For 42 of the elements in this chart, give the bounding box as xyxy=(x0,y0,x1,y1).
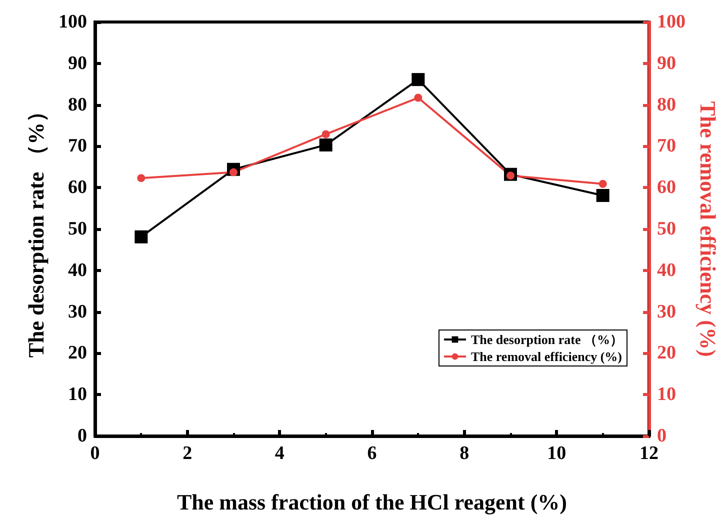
point xyxy=(319,138,332,152)
y-axis-title: The desorption rate （%） xyxy=(24,100,48,358)
point xyxy=(598,180,607,188)
y2-tick-label: 80 xyxy=(657,94,676,116)
y-tick-label: 70 xyxy=(68,136,87,157)
x-tick-label: 10 xyxy=(547,443,566,464)
y2-tick-label: 100 xyxy=(657,12,686,32)
y-tick-label: 0 xyxy=(78,426,87,446)
y2-tick-label: 90 xyxy=(657,52,676,74)
y-tick-label: 80 xyxy=(68,94,87,116)
legend-label: The desorption rate （%） xyxy=(470,332,624,347)
y-tick-label: 50 xyxy=(68,218,87,240)
y-tick-label: 30 xyxy=(68,301,87,322)
point xyxy=(414,94,422,102)
legend-label: The removal efficiency (%) xyxy=(470,349,622,364)
point xyxy=(134,230,148,244)
y2-tick-label: 20 xyxy=(657,342,676,364)
x-axis-title: The mass fraction of the HCl reagent (%) xyxy=(176,490,568,514)
y-tick-label: 90 xyxy=(68,52,87,74)
x-tick-label: 0 xyxy=(90,443,100,464)
y2-tick-label: 60 xyxy=(657,177,676,198)
y2-tick-label: 30 xyxy=(657,301,676,322)
y-tick-label: 100 xyxy=(58,12,87,32)
y-tick-label: 60 xyxy=(68,177,87,198)
x-tick-label: 6 xyxy=(367,443,377,464)
y2-tick-label: 10 xyxy=(657,384,676,406)
y-tick-label: 40 xyxy=(68,260,87,281)
x-tick-label: 4 xyxy=(274,443,285,464)
point xyxy=(412,73,425,86)
point xyxy=(322,130,330,138)
x-tick-label: 8 xyxy=(460,443,470,464)
y2-axis-title: The removal efficiency (%) xyxy=(696,101,720,357)
y-tick-label: 20 xyxy=(68,342,87,364)
y2-tick-label: 0 xyxy=(657,426,666,446)
y2-tick-label: 40 xyxy=(657,260,676,281)
point xyxy=(137,174,146,182)
x-tick-label: 2 xyxy=(182,443,192,464)
y2-tick-label: 70 xyxy=(657,136,676,157)
point xyxy=(596,188,610,202)
y-tick-label: 10 xyxy=(68,384,87,406)
y2-tick-label: 50 xyxy=(657,218,676,240)
x-tick-label: 12 xyxy=(640,443,658,464)
